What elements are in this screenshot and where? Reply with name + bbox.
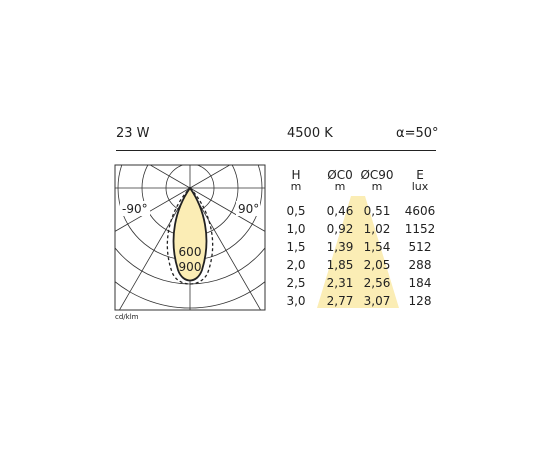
- cell-c0: 1,85: [326, 258, 354, 272]
- right-angle-label: 90°: [238, 202, 259, 216]
- header-divider: [116, 150, 436, 151]
- cell-height: 1,5: [286, 240, 306, 254]
- cell-height: 2,5: [286, 276, 306, 290]
- cell-c0: 1,39: [326, 240, 354, 254]
- col-header-height: H: [291, 168, 301, 182]
- cell-illuminance: 128: [408, 294, 432, 308]
- col-header-illuminance: E: [416, 168, 424, 182]
- ring-label-600: 600: [179, 245, 202, 259]
- cell-c90: 1,02: [363, 222, 391, 236]
- power-label: 23 W: [116, 126, 150, 141]
- cell-illuminance: 1152: [404, 222, 436, 236]
- left-angle-label: -90°: [122, 202, 148, 216]
- cell-illuminance: 4606: [404, 204, 436, 218]
- candela-unit-label: cd/klm: [115, 313, 139, 321]
- col-unit-c0: m: [334, 180, 346, 193]
- cell-illuminance: 184: [408, 276, 432, 290]
- cell-illuminance: 512: [408, 240, 432, 254]
- ring-label-900: 900: [179, 260, 202, 274]
- cell-illuminance: 288: [408, 258, 432, 272]
- cell-height: 1,0: [286, 222, 306, 236]
- cell-height: 3,0: [286, 294, 306, 308]
- cell-c0: 0,92: [326, 222, 354, 236]
- cell-c0: 2,31: [326, 276, 354, 290]
- cell-height: 0,5: [286, 204, 306, 218]
- polar-distribution-diagram: -90° 90° 600 900: [114, 164, 266, 311]
- col-unit-c90: m: [371, 180, 383, 193]
- cell-height: 2,0: [286, 258, 306, 272]
- cell-c90: 3,07: [363, 294, 391, 308]
- color-temperature-label: 4500 K: [287, 126, 333, 141]
- cell-c90: 0,51: [363, 204, 391, 218]
- cell-c90: 2,05: [363, 258, 391, 272]
- light-cone-graphic: [317, 196, 399, 308]
- col-unit-height: m: [290, 180, 302, 193]
- beam-angle-label: α=50°: [396, 126, 439, 141]
- c0-solid-curve: [172, 186, 208, 282]
- cell-c90: 1,54: [363, 240, 391, 254]
- cell-c90: 2,56: [363, 276, 391, 290]
- c90-dashed-curve: [166, 187, 214, 285]
- col-unit-illuminance: lux: [411, 180, 429, 193]
- light-cone-fill: [317, 196, 399, 308]
- cell-c0: 0,46: [326, 204, 354, 218]
- col-header-c0: ØC0: [327, 168, 353, 182]
- col-header-c90: ØC90: [360, 168, 394, 182]
- cell-c0: 2,77: [326, 294, 354, 308]
